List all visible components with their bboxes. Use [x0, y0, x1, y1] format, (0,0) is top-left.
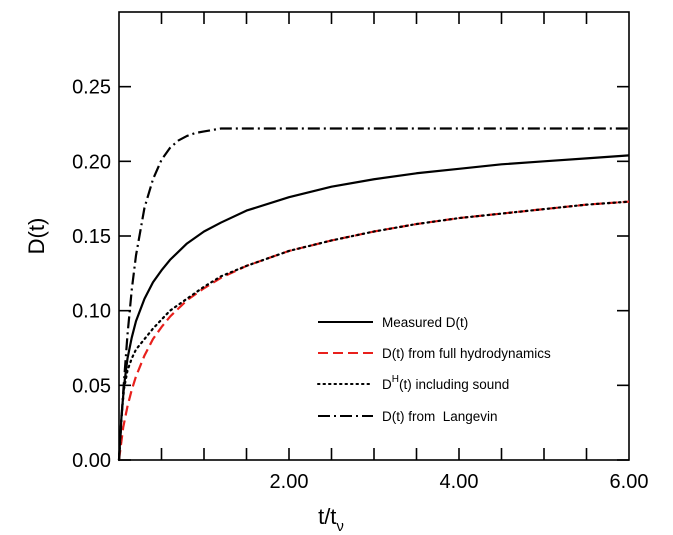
y-tick-label: 0.10: [72, 301, 111, 323]
axis-tick-labels: 0.00 0.05 0.10 0.15 0.20 0.25 2.00 4.00 6.00: [72, 77, 648, 493]
x-axis-title-main: t/t: [318, 504, 336, 529]
legend-label-full-hydrodynamics: D(t) from full hydrodynamics: [382, 346, 551, 361]
legend-label-measured: Measured D(t): [382, 315, 468, 330]
y-tick-label: 0.05: [72, 375, 111, 397]
series-layer: [117, 127, 631, 462]
series-line-solid: [117, 154, 630, 461]
y-tick-label: 0.00: [72, 450, 111, 472]
legend-label-sound: DH(t) including sound: [382, 374, 509, 392]
legend-label-sound-rest: (t) including sound: [399, 377, 509, 392]
x-tick-label: 2.00: [270, 471, 309, 493]
y-tick-label: 0.25: [72, 77, 111, 99]
legend-label-sound-prefix: D: [382, 377, 392, 392]
plot-frame: [118, 11, 630, 461]
legend-label-sound-superscript: H: [392, 374, 399, 385]
series-line-dashed: [117, 200, 630, 461]
axis-ticks: [119, 12, 629, 461]
x-axis-title: t/tν: [318, 504, 344, 535]
legend-label-langevin: D(t) from Langevin: [382, 409, 498, 424]
series-line-dotted: [117, 200, 631, 462]
y-axis-title: D(t): [24, 218, 49, 255]
legend: Measured D(t) D(t) from full hydrodynami…: [317, 315, 551, 424]
x-tick-label: 6.00: [610, 471, 649, 493]
x-tick-label: 4.00: [440, 471, 479, 493]
x-axis-title-subscript: ν: [336, 518, 344, 535]
y-tick-label: 0.20: [72, 151, 111, 173]
series-line-dashdot: [117, 127, 629, 461]
y-tick-label: 0.15: [72, 226, 111, 248]
